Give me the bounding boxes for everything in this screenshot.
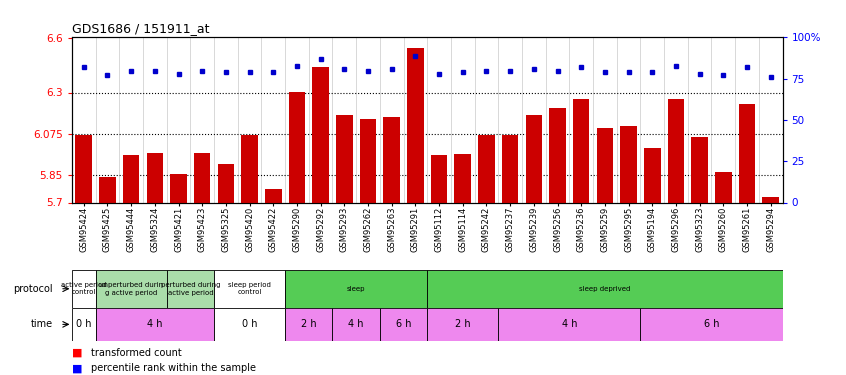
Bar — [644, 148, 661, 202]
Bar — [667, 99, 684, 202]
Bar — [407, 48, 424, 202]
Text: 4 h: 4 h — [147, 320, 162, 329]
Bar — [478, 135, 495, 202]
Text: perturbed during
active period: perturbed during active period — [161, 282, 220, 296]
Text: 0 h: 0 h — [242, 320, 257, 329]
Bar — [285, 270, 427, 308]
Text: protocol: protocol — [14, 284, 53, 294]
Bar — [96, 270, 167, 308]
Text: unperturbed durin
g active period: unperturbed durin g active period — [99, 282, 163, 296]
Bar — [217, 164, 234, 202]
Text: 4 h: 4 h — [349, 320, 364, 329]
Bar — [288, 93, 305, 202]
Text: sleep: sleep — [347, 286, 365, 292]
Bar — [715, 172, 732, 202]
Bar — [427, 308, 498, 341]
Bar — [498, 308, 640, 341]
Bar — [573, 99, 590, 202]
Bar — [620, 126, 637, 202]
Bar — [265, 189, 282, 202]
Text: transformed count: transformed count — [91, 348, 181, 358]
Text: time: time — [30, 320, 53, 329]
Text: percentile rank within the sample: percentile rank within the sample — [91, 363, 255, 373]
Text: sleep deprived: sleep deprived — [580, 286, 630, 292]
Text: 2 h: 2 h — [301, 320, 316, 329]
Bar — [739, 104, 755, 202]
Bar — [383, 117, 400, 202]
Text: 0 h: 0 h — [76, 320, 91, 329]
Text: 6 h: 6 h — [704, 320, 719, 329]
Text: sleep period
control: sleep period control — [228, 282, 271, 296]
Bar — [640, 308, 783, 341]
Bar — [194, 153, 211, 203]
Bar — [380, 308, 427, 341]
Bar — [332, 308, 380, 341]
Bar — [241, 135, 258, 202]
Bar — [502, 135, 519, 202]
Bar — [146, 153, 163, 203]
Bar — [214, 308, 285, 341]
Bar — [762, 197, 779, 202]
Bar — [99, 177, 116, 203]
Bar — [454, 154, 471, 203]
Text: 2 h: 2 h — [455, 320, 470, 329]
Bar — [214, 270, 285, 308]
Text: GDS1686 / 151911_at: GDS1686 / 151911_at — [72, 22, 210, 35]
Text: ■: ■ — [72, 348, 86, 358]
Bar — [549, 108, 566, 202]
Text: active period
control: active period control — [61, 282, 107, 296]
Bar — [427, 270, 783, 308]
Bar — [596, 128, 613, 202]
Bar — [72, 270, 96, 308]
Bar — [123, 155, 140, 203]
Text: 6 h: 6 h — [396, 320, 411, 329]
Bar — [72, 308, 96, 341]
Bar — [336, 114, 353, 202]
Bar — [75, 135, 92, 202]
Bar — [96, 308, 214, 341]
Bar — [167, 270, 214, 308]
Bar — [525, 116, 542, 202]
Bar — [170, 174, 187, 202]
Bar — [431, 155, 448, 203]
Text: 4 h: 4 h — [562, 320, 577, 329]
Bar — [312, 67, 329, 203]
Bar — [691, 137, 708, 202]
Bar — [360, 119, 376, 202]
Text: ■: ■ — [72, 363, 86, 373]
Bar — [285, 308, 332, 341]
